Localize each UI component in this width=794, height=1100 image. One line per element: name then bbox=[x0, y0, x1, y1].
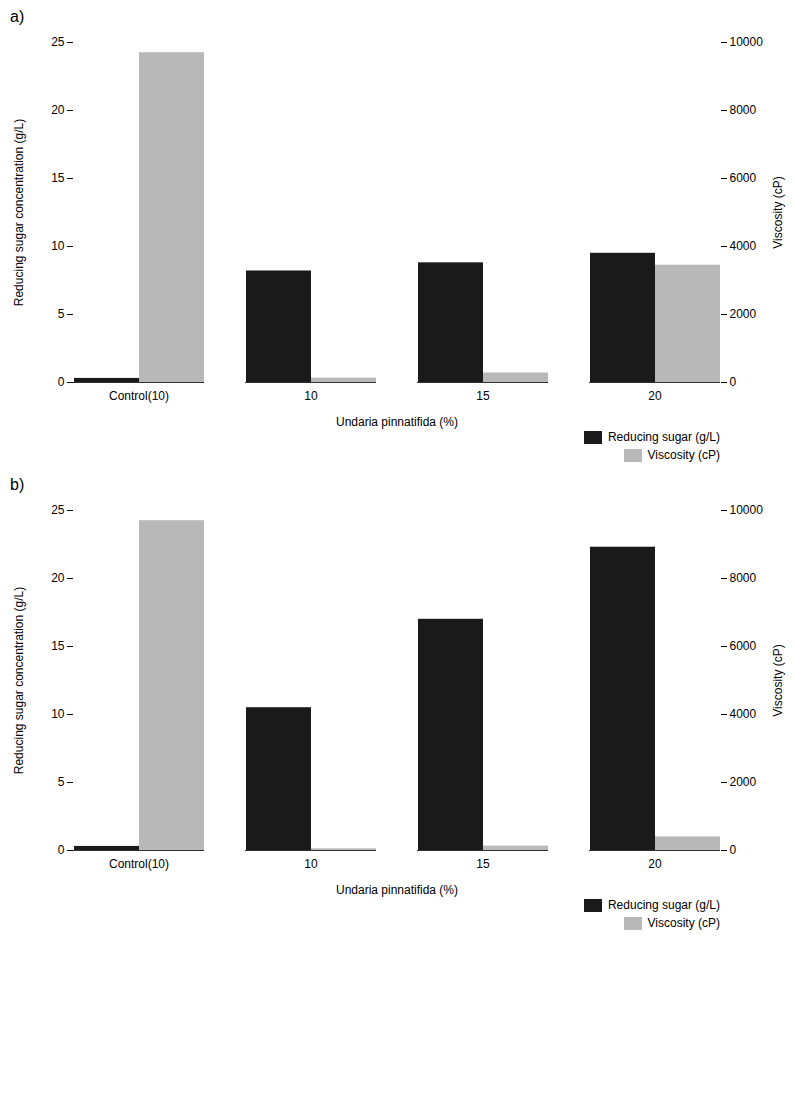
svg-text:Viscosity (cP): Viscosity (cP) bbox=[771, 176, 785, 248]
svg-text:2000: 2000 bbox=[730, 307, 757, 321]
html-text:Viscosity (cP): Viscosity (cP) bbox=[647, 916, 720, 930]
svg-text:2000: 2000 bbox=[730, 775, 757, 789]
svg-text:10000: 10000 bbox=[730, 503, 764, 517]
svg-text:15: 15 bbox=[476, 389, 490, 403]
svg-text:Viscosity (cP): Viscosity (cP) bbox=[771, 644, 785, 716]
svg-text:Undaria pinnatifida (%): Undaria pinnatifida (%) bbox=[336, 415, 458, 429]
svg-text:Reducing sugar concentration (: Reducing sugar concentration (g/L) bbox=[12, 587, 26, 774]
svg-text:10000: 10000 bbox=[730, 35, 764, 49]
svg-text:8000: 8000 bbox=[730, 571, 757, 585]
svg-text:20: 20 bbox=[51, 571, 65, 585]
svg-text:6000: 6000 bbox=[730, 639, 757, 653]
svg-text:25: 25 bbox=[51, 35, 65, 49]
svg-text:20: 20 bbox=[648, 857, 662, 871]
svg-text:25: 25 bbox=[51, 503, 65, 517]
svg-text:15: 15 bbox=[51, 171, 65, 185]
svg-text:6000: 6000 bbox=[730, 171, 757, 185]
svg-text:20: 20 bbox=[51, 103, 65, 117]
html-text:a): a) bbox=[10, 8, 25, 25]
svg-text:Undaria pinnatifida (%): Undaria pinnatifida (%) bbox=[336, 883, 458, 897]
svg-text:10: 10 bbox=[304, 857, 318, 871]
svg-text:Reducing sugar concentration (: Reducing sugar concentration (g/L) bbox=[12, 119, 26, 306]
svg-text:Control(10): Control(10) bbox=[109, 857, 169, 871]
svg-text:10: 10 bbox=[51, 239, 65, 253]
svg-text:0: 0 bbox=[58, 375, 65, 389]
svg-text:8000: 8000 bbox=[730, 103, 757, 117]
html-text:Viscosity (cP): Viscosity (cP) bbox=[647, 448, 720, 462]
svg-text:0: 0 bbox=[730, 843, 737, 857]
html-text:Reducing sugar (g/L): Reducing sugar (g/L) bbox=[607, 430, 720, 444]
svg-text:5: 5 bbox=[58, 775, 65, 789]
svg-text:10: 10 bbox=[51, 707, 65, 721]
svg-text:10: 10 bbox=[304, 389, 318, 403]
html-text:b): b) bbox=[10, 476, 25, 493]
svg-text:0: 0 bbox=[730, 375, 737, 389]
svg-text:15: 15 bbox=[476, 857, 490, 871]
svg-text:15: 15 bbox=[51, 639, 65, 653]
svg-text:Control(10): Control(10) bbox=[109, 389, 169, 403]
svg-text:20: 20 bbox=[648, 389, 662, 403]
svg-text:4000: 4000 bbox=[730, 707, 757, 721]
svg-text:4000: 4000 bbox=[730, 239, 757, 253]
svg-text:5: 5 bbox=[58, 307, 65, 321]
html-text:Reducing sugar (g/L): Reducing sugar (g/L) bbox=[607, 898, 720, 912]
svg-text:0: 0 bbox=[58, 843, 65, 857]
